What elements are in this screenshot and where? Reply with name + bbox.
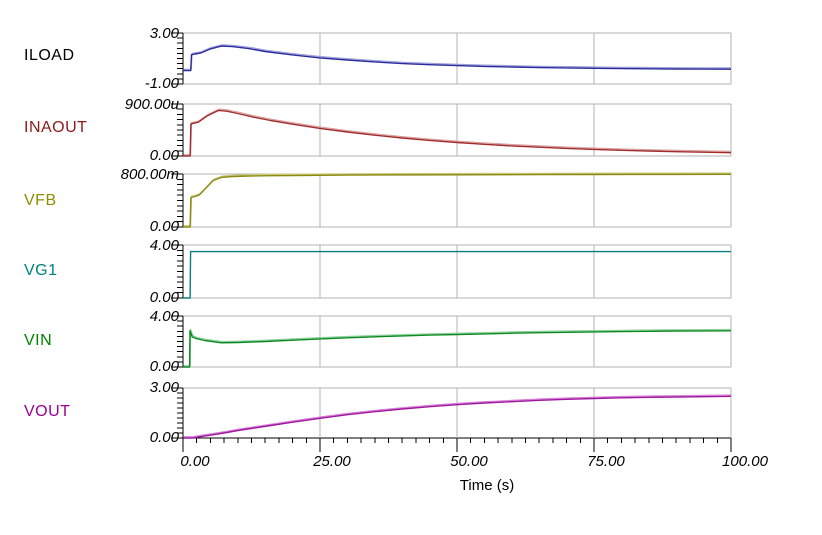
signal-label-inaout: INAOUT (24, 119, 88, 136)
x-tick-label-100: 100.00 (722, 453, 768, 470)
signal-label-vout: VOUT (24, 403, 71, 420)
signal-label-vin: VIN (24, 332, 53, 349)
y-min-label-vout: 0.00 (149, 429, 179, 446)
x-tick-label-50: 50.00 (450, 453, 488, 470)
y-max-label-inaout: 900.00u (124, 96, 179, 113)
x-tick-label-25: 25.00 (313, 453, 351, 470)
x-tick-label-75: 75.00 (587, 453, 625, 470)
signal-label-vfb: VFB (24, 192, 57, 209)
signal-label-vg1: VG1 (24, 262, 58, 279)
y-min-label-vg1: 0.00 (149, 289, 179, 306)
y-max-label-vout: 3.00 (149, 379, 179, 396)
y-max-label-vfb: 800.00m (120, 166, 179, 183)
x-tick-label-0: 0.00 (180, 453, 210, 470)
y-min-label-vfb: 0.00 (149, 218, 179, 235)
y-max-label-vin: 4.00 (149, 308, 179, 325)
signal-label-iload: ILOAD (24, 47, 75, 64)
x-axis-title: Time (s) (459, 477, 515, 494)
y-min-label-inaout: 0.00 (149, 147, 179, 164)
y-max-label-vg1: 4.00 (149, 237, 179, 254)
y-min-label-vin: 0.00 (149, 358, 179, 375)
y-max-label-iload: 3.00 (149, 25, 179, 42)
y-min-label-iload: -1.00 (144, 75, 179, 92)
